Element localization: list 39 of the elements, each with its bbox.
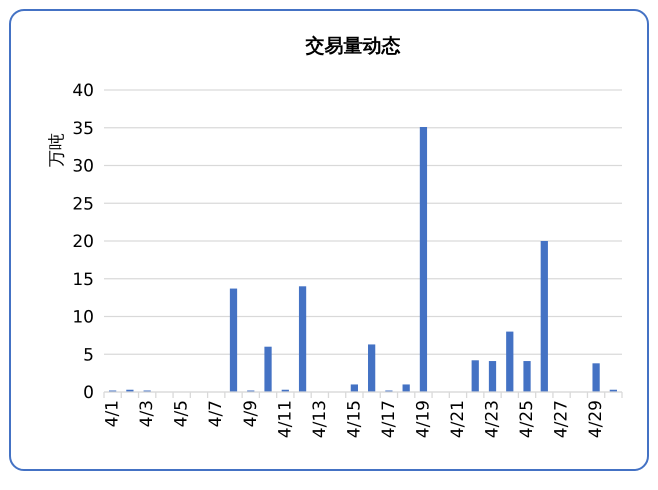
bar <box>298 286 306 392</box>
bar <box>230 288 238 392</box>
bar <box>402 384 410 392</box>
x-tick-label: 4/29 <box>586 400 606 438</box>
y-tick-label: 40 <box>72 81 94 101</box>
y-tick-label: 30 <box>72 156 94 176</box>
x-tick-label: 4/7 <box>206 400 226 428</box>
y-tick-label: 20 <box>72 232 94 252</box>
x-tick-label: 4/9 <box>240 400 261 428</box>
x-tick-label: 4/23 <box>482 400 502 438</box>
y-tick-label: 0 <box>83 383 94 403</box>
bar <box>420 126 428 392</box>
bar <box>506 332 514 392</box>
x-tick-label: 4/5 <box>172 400 192 428</box>
bar <box>472 360 479 392</box>
chart-title: 交易量动态 <box>304 35 400 57</box>
y-tick-label: 5 <box>83 345 94 366</box>
y-tick-label: 35 <box>72 118 94 139</box>
bar <box>592 363 600 392</box>
y-tick-label: 15 <box>72 270 94 290</box>
x-tick-label: 4/1 <box>102 400 123 428</box>
x-tick-label: 4/15 <box>344 400 364 438</box>
x-tick-label: 4/13 <box>310 400 330 438</box>
bar <box>368 344 376 392</box>
x-tick-label: 4/19 <box>413 400 434 438</box>
bar <box>523 361 531 392</box>
x-tick-label: 4/17 <box>378 400 399 438</box>
x-tick-label: 4/25 <box>517 400 538 438</box>
y-tick-label: 10 <box>72 308 94 328</box>
bar <box>488 361 496 392</box>
x-tick-label: 4/3 <box>137 400 158 428</box>
bar <box>350 384 358 392</box>
x-tick-label: 4/11 <box>275 400 296 438</box>
bar <box>540 241 548 392</box>
x-tick-label: 4/21 <box>448 400 468 438</box>
x-tick-label: 4/27 <box>552 400 572 438</box>
bar <box>264 346 272 392</box>
y-tick-label: 25 <box>72 194 94 214</box>
y-axis-title: 万吨 <box>47 133 67 167</box>
